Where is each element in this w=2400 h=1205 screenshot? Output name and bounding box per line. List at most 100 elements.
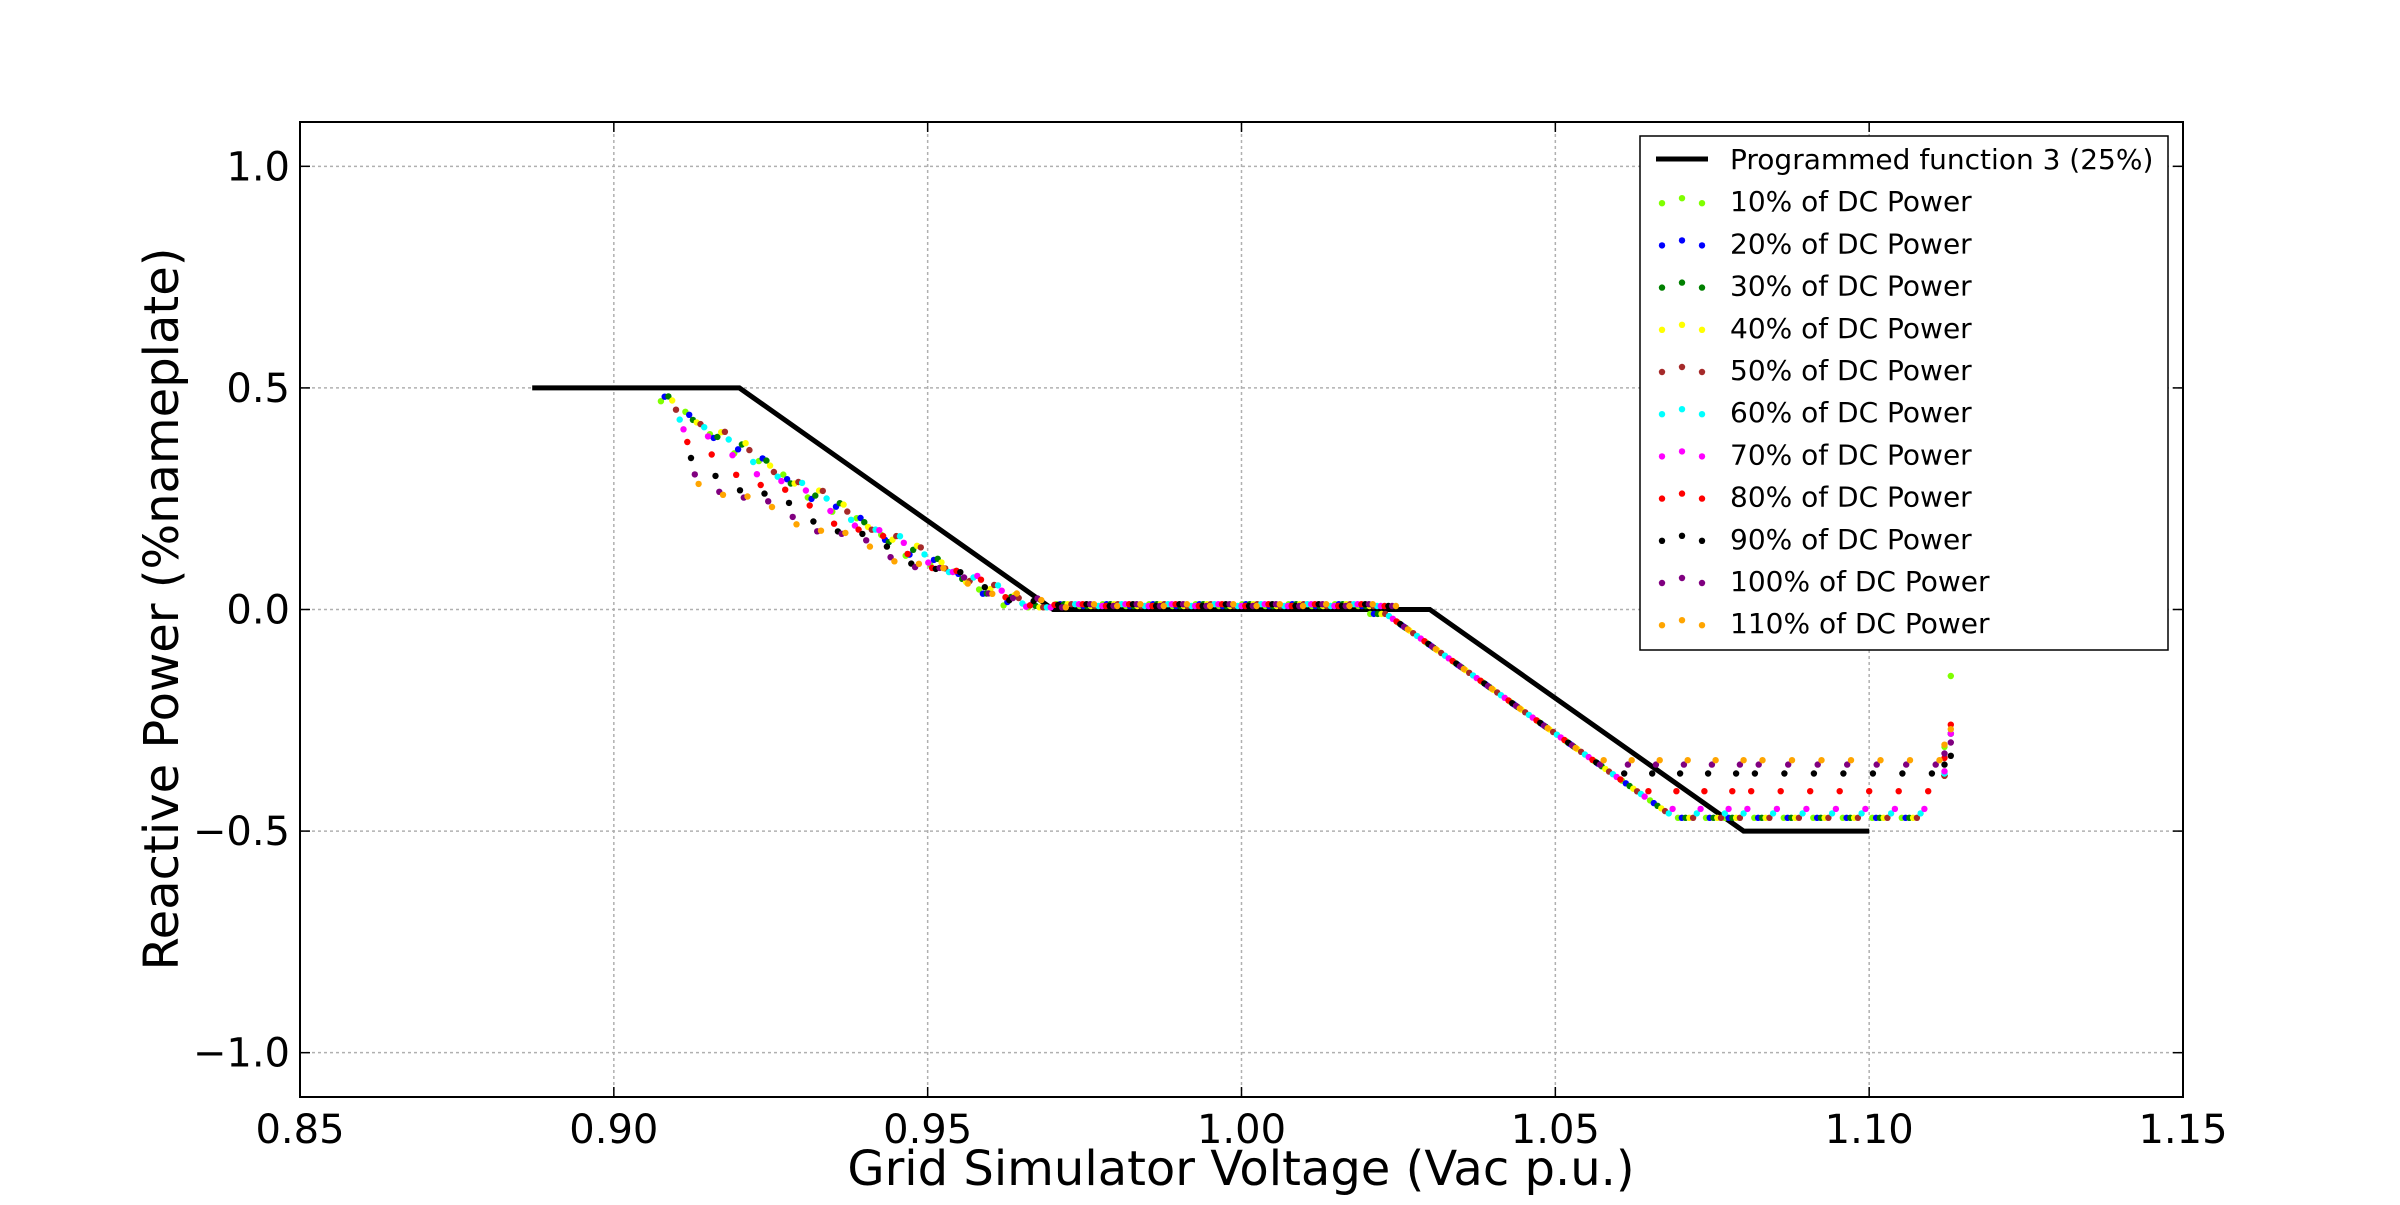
data-point xyxy=(1299,602,1307,610)
data-point xyxy=(1732,770,1740,777)
data-point xyxy=(1777,788,1784,795)
legend-marker-swatch xyxy=(1658,622,1666,629)
data-point xyxy=(1621,770,1628,777)
data-point xyxy=(1854,814,1862,821)
programmed-function-line xyxy=(532,385,1870,834)
data-point xyxy=(714,433,721,441)
legend-marker-swatch xyxy=(1658,368,1666,376)
legend-entry: 10% of DC Power xyxy=(1658,185,1972,218)
data-point xyxy=(1814,761,1821,768)
data-point xyxy=(793,521,800,528)
data-point xyxy=(789,513,796,521)
data-point xyxy=(734,446,742,453)
data-point xyxy=(917,544,924,551)
data-point xyxy=(900,539,907,546)
legend-entry: 100% of DC Power xyxy=(1658,565,1990,598)
data-point xyxy=(1788,757,1796,764)
data-point xyxy=(957,569,964,576)
legend-entry: 50% of DC Power xyxy=(1658,354,1972,387)
data-point xyxy=(1773,805,1781,813)
legend-marker-swatch xyxy=(1678,490,1686,497)
x-tick-label: 1.10 xyxy=(1825,1107,1914,1153)
data-point xyxy=(1807,788,1814,795)
data-point xyxy=(1346,602,1353,610)
data-point xyxy=(855,526,862,533)
programmed-function-layer xyxy=(532,385,1870,834)
data-point xyxy=(672,406,680,413)
data-point xyxy=(1717,814,1725,821)
data-point xyxy=(1810,770,1818,777)
data-point xyxy=(802,487,810,494)
data-point xyxy=(721,428,729,435)
data-point xyxy=(729,452,736,459)
data-point xyxy=(1947,721,1955,728)
data-point xyxy=(915,560,923,567)
data-point xyxy=(1669,805,1676,813)
legend-marker-swatch xyxy=(1698,326,1706,333)
data-point xyxy=(1769,810,1777,817)
data-point xyxy=(1947,672,1955,680)
legend-marker-swatch xyxy=(1698,200,1706,207)
y-tick-label: 0.0 xyxy=(226,588,290,634)
y-tick-label: 0.5 xyxy=(226,366,290,412)
legend-marker-swatch xyxy=(1698,284,1706,291)
data-point xyxy=(1704,770,1712,777)
data-point xyxy=(879,532,887,540)
data-point xyxy=(1936,757,1943,764)
data-point xyxy=(1844,761,1851,768)
data-point xyxy=(783,476,791,483)
data-point xyxy=(1701,788,1708,795)
data-point xyxy=(1947,726,1955,733)
data-point xyxy=(1887,810,1895,817)
data-point xyxy=(1693,810,1701,817)
data-point xyxy=(712,472,719,480)
legend-entry: Programmed function 3 (25%) xyxy=(1656,143,2153,176)
x-tick-label: 0.90 xyxy=(569,1107,658,1153)
legend-marker-swatch xyxy=(1698,622,1706,629)
data-point xyxy=(921,551,928,558)
data-point xyxy=(844,508,851,515)
data-point xyxy=(1137,601,1144,608)
data-point xyxy=(863,537,870,544)
legend-label: 100% of DC Power xyxy=(1730,565,1990,598)
data-point xyxy=(1744,805,1751,813)
data-point xyxy=(1676,770,1684,777)
data-point xyxy=(859,530,866,538)
data-point xyxy=(1038,596,1045,604)
data-point xyxy=(1736,814,1744,821)
legend-marker-swatch xyxy=(1658,242,1666,249)
data-point xyxy=(1847,757,1855,764)
data-point xyxy=(1840,770,1847,777)
data-point xyxy=(812,492,819,499)
data-point xyxy=(780,471,787,478)
legend-entry: 90% of DC Power xyxy=(1658,523,1972,556)
data-point xyxy=(1544,725,1551,732)
data-point xyxy=(1891,805,1899,813)
data-point xyxy=(1230,601,1237,608)
data-point xyxy=(1825,814,1832,821)
data-point xyxy=(1895,788,1902,795)
data-point xyxy=(757,481,764,489)
x-tick-label: 0.85 xyxy=(255,1107,344,1153)
data-point xyxy=(830,520,838,527)
data-point xyxy=(1090,601,1098,608)
data-point xyxy=(704,433,712,440)
legend-marker-swatch xyxy=(1698,368,1706,376)
data-point xyxy=(1323,601,1330,608)
data-point xyxy=(866,543,874,550)
data-point xyxy=(883,543,891,550)
legend-entry: 110% of DC Power xyxy=(1658,607,1990,640)
legend-label: 40% of DC Power xyxy=(1730,312,1972,345)
data-point xyxy=(1697,805,1704,813)
legend-marker-swatch xyxy=(1678,279,1686,286)
data-point xyxy=(1759,757,1766,764)
data-point xyxy=(1785,761,1792,768)
legend-marker-swatch xyxy=(1658,284,1666,291)
legend-marker-swatch xyxy=(1678,363,1686,371)
data-point xyxy=(725,436,732,443)
legend-entry: 80% of DC Power xyxy=(1658,481,1972,514)
data-point xyxy=(1858,810,1865,817)
data-point xyxy=(1818,757,1825,764)
data-point xyxy=(1795,814,1803,821)
data-point xyxy=(1781,770,1788,777)
